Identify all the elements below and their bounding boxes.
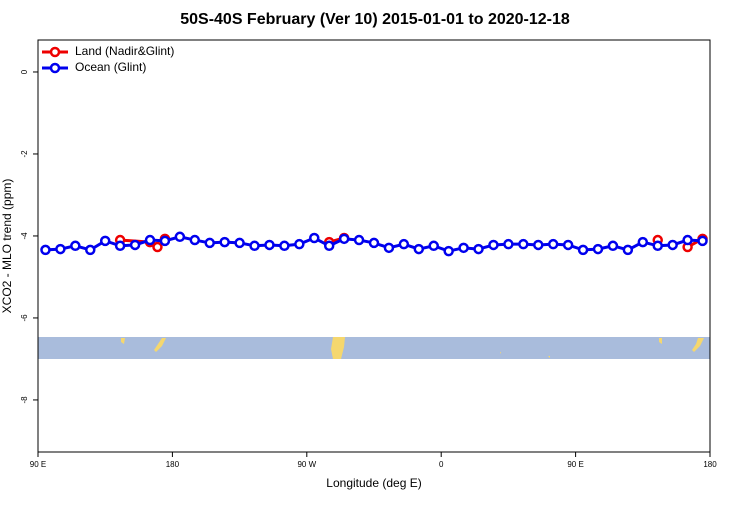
point <box>70 240 81 252</box>
point <box>279 240 290 252</box>
point <box>547 238 559 250</box>
chart-title: 50S-40S February (Ver 10) 2015-01-01 to … <box>180 11 570 28</box>
legend-marker <box>49 62 61 74</box>
point <box>607 240 619 252</box>
x-tick-label: 90 E <box>567 460 583 469</box>
point <box>234 237 245 249</box>
point <box>204 237 215 249</box>
y-tick-label: -8 <box>20 396 29 404</box>
point <box>99 235 111 247</box>
point <box>309 232 320 244</box>
point <box>697 235 708 247</box>
y-tick-label: -4 <box>20 232 29 240</box>
land-strip <box>38 337 710 359</box>
x-tick-label: 0 <box>439 460 444 469</box>
x-tick-label: 90 E <box>30 460 46 469</box>
point <box>518 238 529 250</box>
y-tick-label: 0 <box>20 69 29 74</box>
point <box>368 237 380 249</box>
point <box>85 244 96 256</box>
x-tick-label: 180 <box>703 460 717 469</box>
point <box>159 235 171 247</box>
plot-frame <box>37 39 711 453</box>
point <box>353 234 365 246</box>
y-axis-label: XCO2 - MLO trend (ppm) <box>0 179 14 314</box>
point <box>473 243 484 255</box>
point <box>443 245 454 257</box>
point <box>294 238 305 250</box>
point <box>413 243 425 255</box>
point <box>323 240 335 252</box>
legend-label: Ocean (Glint) <box>75 60 146 74</box>
point <box>383 242 395 254</box>
legend-label: Land (Nadir&Glint) <box>75 44 174 58</box>
x-tick-label: 180 <box>166 460 180 469</box>
point <box>458 242 469 254</box>
point <box>55 243 66 255</box>
point <box>667 239 678 251</box>
y-tick-label: -6 <box>20 314 29 322</box>
point <box>144 234 156 246</box>
point <box>40 244 51 256</box>
point <box>503 238 514 250</box>
y-tick-label: -2 <box>20 150 29 158</box>
point <box>652 240 663 252</box>
point <box>219 236 230 248</box>
point <box>338 233 350 245</box>
point <box>622 244 634 256</box>
x-tick-label: 90 W <box>297 460 316 469</box>
point <box>488 239 499 251</box>
point <box>189 234 201 246</box>
point <box>637 236 649 248</box>
legend-marker <box>49 46 61 58</box>
point <box>682 234 693 246</box>
point <box>249 240 260 252</box>
point <box>152 241 163 253</box>
point <box>592 243 604 255</box>
point <box>129 239 141 251</box>
point <box>577 244 589 256</box>
point <box>174 231 186 243</box>
x-axis-label: Longitude (deg E) <box>326 476 421 490</box>
point <box>264 239 275 251</box>
point <box>562 239 574 251</box>
point <box>428 240 439 252</box>
point <box>114 240 126 252</box>
point <box>398 238 410 250</box>
point <box>533 239 544 251</box>
